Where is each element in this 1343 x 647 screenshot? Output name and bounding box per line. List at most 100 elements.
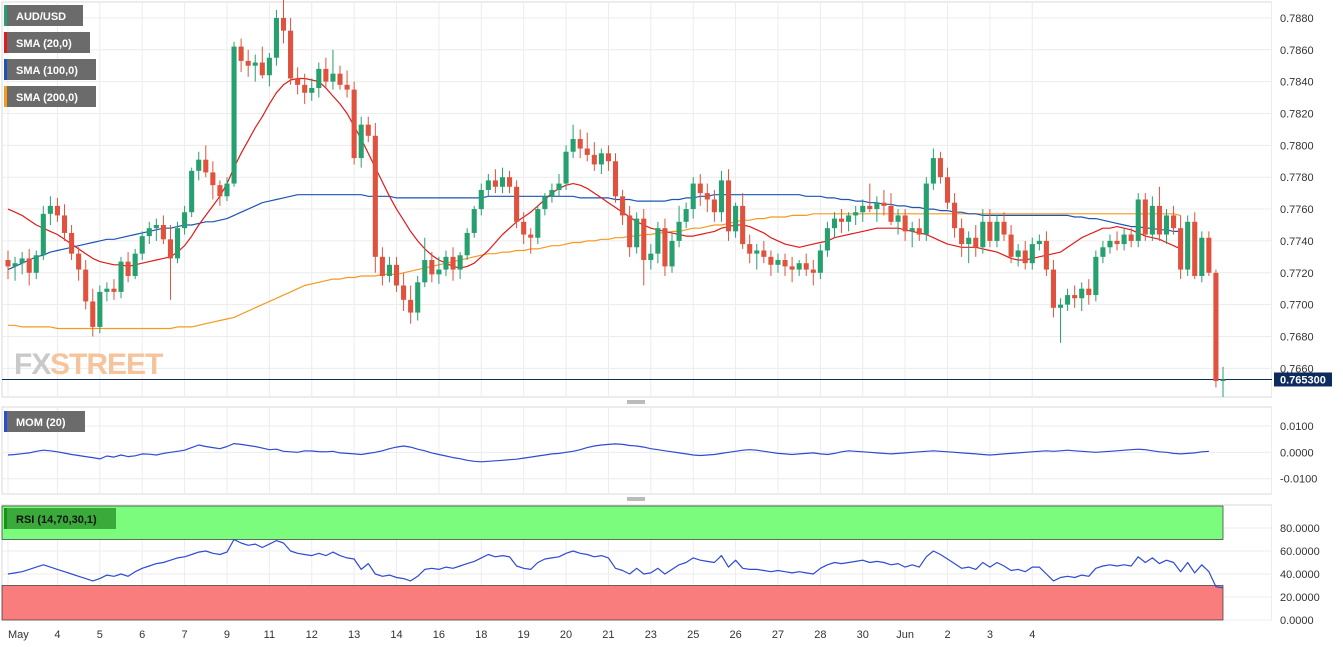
candle-body — [393, 264, 400, 286]
candle-body — [492, 180, 498, 187]
candle-body — [471, 209, 477, 233]
candle-body — [422, 260, 428, 283]
price-tick-label: 0.7740 — [1280, 236, 1314, 248]
legend-sma100-marker — [4, 59, 7, 80]
candle-body — [309, 88, 315, 93]
candle-body — [1199, 237, 1205, 276]
candle-body — [676, 221, 682, 241]
candle — [909, 221, 915, 248]
candle — [923, 177, 929, 241]
time-tick-label: 23 — [645, 629, 657, 641]
candle — [761, 240, 767, 264]
candle — [365, 116, 371, 143]
candle — [959, 218, 965, 257]
candle-body — [1086, 288, 1092, 296]
candle — [620, 189, 626, 225]
candle — [1079, 282, 1085, 311]
legend-rsi-box — [4, 508, 116, 529]
candle-body — [1015, 250, 1021, 257]
candle — [528, 228, 534, 254]
candle-body — [401, 285, 407, 300]
candle — [160, 215, 166, 245]
time-tick-label: 6 — [139, 629, 145, 641]
candle-body — [217, 185, 223, 197]
candle-body — [1093, 256, 1099, 296]
legend-rsi-marker — [4, 508, 7, 529]
candle — [471, 205, 477, 238]
candle — [846, 212, 852, 232]
candle — [669, 232, 675, 273]
last-price-badge — [1274, 372, 1332, 387]
candle-body — [648, 253, 654, 261]
time-tick-label: 3 — [987, 629, 993, 641]
candle — [1199, 231, 1205, 283]
time-tick-label: 20 — [560, 629, 572, 641]
candle-body — [231, 46, 237, 184]
candle-body — [895, 215, 901, 222]
candle-body — [210, 172, 216, 186]
candle — [860, 199, 866, 222]
candle — [1213, 269, 1219, 388]
candle — [514, 180, 520, 229]
candle-body — [514, 186, 520, 222]
candle-body — [944, 177, 951, 203]
candle-body — [203, 159, 209, 173]
candle-body — [245, 60, 251, 66]
candle — [12, 256, 18, 281]
candle-body — [160, 224, 166, 240]
legend-mom-box — [4, 411, 85, 432]
candle-body — [740, 205, 746, 245]
time-tick-label: 2 — [944, 629, 950, 641]
candle — [189, 167, 195, 218]
candle — [803, 253, 809, 276]
candle — [61, 204, 68, 241]
candle — [196, 151, 202, 181]
candle-body — [662, 228, 668, 267]
candle-body — [33, 255, 39, 273]
candle-body — [1036, 240, 1042, 245]
legend-sma200-marker — [4, 86, 7, 107]
price-tick-label: 0.7760 — [1280, 204, 1314, 216]
candle — [323, 57, 329, 89]
candle — [485, 174, 491, 197]
candle-body — [1220, 379, 1226, 382]
time-tick-label: 4 — [54, 629, 60, 641]
legend-sma200-label: SMA (200,0) — [16, 92, 78, 104]
candle-body — [683, 209, 689, 222]
candle-body — [810, 269, 816, 273]
candle-body — [605, 153, 611, 162]
candle — [436, 256, 442, 284]
candle — [775, 253, 781, 273]
candle — [344, 70, 350, 98]
candle-body — [796, 263, 802, 270]
candle — [245, 49, 251, 77]
candle-body — [365, 124, 371, 136]
legend-sma100: SMA (100,0) — [4, 59, 96, 80]
candle-body — [916, 228, 922, 235]
candle-body — [252, 62, 258, 66]
candle-body — [563, 151, 569, 184]
price-tick-label: 0.7860 — [1280, 45, 1314, 57]
candle-body — [1185, 221, 1191, 270]
candle — [690, 177, 696, 219]
candle-body — [1149, 205, 1155, 235]
candle — [966, 231, 972, 264]
momentum-line — [7, 443, 1209, 463]
candle-body — [379, 256, 385, 276]
candle-body — [1213, 272, 1219, 382]
candle-body — [973, 237, 979, 248]
candle — [1156, 186, 1162, 241]
candle — [118, 256, 124, 299]
candle-body — [1065, 295, 1071, 305]
candle — [386, 256, 392, 283]
candle — [76, 247, 82, 281]
candle — [1022, 240, 1028, 270]
candle-body — [76, 253, 82, 270]
candle — [867, 183, 873, 213]
candle — [782, 253, 788, 276]
candle-body — [1121, 234, 1127, 245]
candle-body — [259, 62, 265, 76]
candle — [238, 38, 244, 73]
mom-tick-label: -0.0100 — [1280, 474, 1317, 486]
candle — [132, 248, 138, 280]
